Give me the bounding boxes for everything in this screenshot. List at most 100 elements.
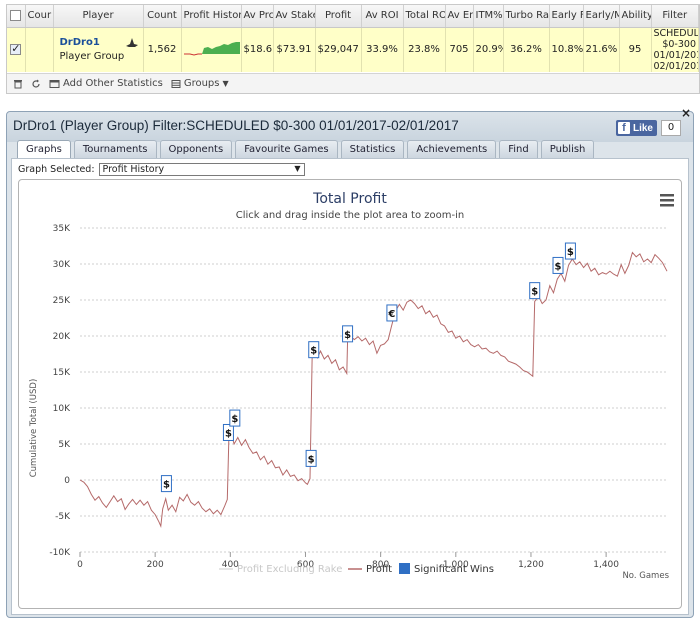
- player-name-link[interactable]: DrDro1: [59, 37, 100, 48]
- menu-icon[interactable]: [660, 194, 674, 207]
- window-icon: [49, 79, 60, 88]
- y-tick-label: 20K: [53, 332, 71, 342]
- x-tick-label: 0: [77, 560, 83, 570]
- header-select[interactable]: [7, 5, 26, 28]
- y-tick-label: 10K: [53, 404, 71, 414]
- x-tick-label: 600: [297, 560, 314, 570]
- significant-win-marker[interactable]: $: [229, 409, 241, 427]
- profit-history-sparkline: [183, 42, 240, 56]
- tab-statistics[interactable]: Statistics: [340, 140, 405, 158]
- groups-menu[interactable]: Groups ▼: [171, 78, 229, 89]
- significant-win-marker[interactable]: $: [308, 341, 320, 359]
- player-group-label: Player Group: [59, 51, 125, 62]
- refresh-button[interactable]: [31, 79, 41, 89]
- header-av-roi[interactable]: Av ROI: [361, 5, 404, 28]
- cell-itm: 20.9%: [473, 27, 504, 72]
- y-axis-label: Cumulative Total (USD): [29, 379, 39, 478]
- profit-chart[interactable]: -10K -5K 0 5K 10K 15K 20K 25K 30K 35K 0 200 400 600 8…: [19, 180, 681, 608]
- delete-button[interactable]: [13, 79, 23, 89]
- tab-graphs[interactable]: Graphs: [17, 140, 71, 158]
- header-itm[interactable]: ITM%: [473, 5, 504, 28]
- graph-select-value: Profit History: [102, 164, 165, 175]
- y-tick-label: 35K: [53, 224, 71, 234]
- legend-item-profit[interactable]: Profit: [366, 564, 392, 575]
- significant-win-marker[interactable]: $: [222, 423, 234, 441]
- facebook-icon: f: [617, 122, 630, 134]
- header-profit-history[interactable]: Profit History: [181, 5, 242, 28]
- cell-count: 1,562: [143, 27, 182, 72]
- y-tick-label: 5K: [58, 440, 71, 450]
- stats-header-row: Cour Player Count Profit History Av Prc …: [7, 5, 699, 28]
- header-total-roi[interactable]: Total ROI: [403, 5, 446, 28]
- significant-win-symbol: €: [387, 309, 395, 320]
- header-count[interactable]: Count: [143, 5, 182, 28]
- header-cour[interactable]: Cour: [25, 5, 54, 28]
- x-tick-label: 400: [222, 560, 239, 570]
- y-tick-label: 25K: [53, 296, 71, 306]
- trash-icon: [14, 79, 22, 88]
- header-profit[interactable]: Profit: [315, 5, 362, 28]
- chart-title: Total Profit: [312, 191, 387, 207]
- row-select-cell[interactable]: [7, 27, 26, 72]
- header-av-en[interactable]: Av En: [445, 5, 474, 28]
- cell-av-prc: $18.6: [241, 27, 274, 72]
- add-other-statistics-label: Add Other Statistics: [63, 78, 163, 89]
- header-filter[interactable]: Filter: [651, 5, 699, 28]
- chart-container[interactable]: -10K -5K 0 5K 10K 15K 20K 25K 30K 35K 0 200 400 600 8…: [18, 179, 682, 609]
- header-av-stake[interactable]: Av Stake: [273, 5, 316, 28]
- filter-line: 02/01/201: [653, 60, 699, 72]
- refresh-icon: [32, 79, 40, 88]
- tab-publish[interactable]: Publish: [540, 140, 595, 158]
- significant-win-marker[interactable]: $: [529, 282, 541, 300]
- header-turbo-rat[interactable]: Turbo Rat: [503, 5, 550, 28]
- tab-achievements[interactable]: Achievements: [407, 140, 497, 158]
- like-count: 0: [661, 120, 681, 136]
- significant-win-marker[interactable]: $: [160, 475, 172, 493]
- dropdown-arrow-icon: ▼: [222, 79, 229, 88]
- cell-player[interactable]: DrDro1 Player Group: [53, 27, 144, 72]
- significant-win-flag: [229, 409, 241, 427]
- filter-line: $0-300: [662, 38, 696, 50]
- significant-win-marker[interactable]: $: [305, 449, 317, 467]
- filter-line: SCHEDULE: [653, 27, 699, 39]
- shark-icon: [125, 37, 138, 47]
- significant-win-flag: [305, 449, 317, 467]
- select-all-checkbox[interactable]: [10, 10, 22, 21]
- tab-tournaments[interactable]: Tournaments: [73, 140, 157, 158]
- header-av-prc[interactable]: Av Prc: [241, 5, 274, 28]
- facebook-like-button[interactable]: f Like: [615, 120, 657, 136]
- significant-win-symbol: $: [555, 261, 562, 272]
- cell-turbo-rat: 36.2%: [503, 27, 550, 72]
- row-checkbox[interactable]: [10, 42, 22, 55]
- cell-filter: SCHEDULE $0-300 01/01/201 02/01/201: [651, 27, 699, 72]
- tab-find[interactable]: Find: [499, 140, 538, 158]
- legend-item-significant-wins[interactable]: Significant Wins: [414, 564, 494, 575]
- header-early-mi[interactable]: Early/Mi: [583, 5, 620, 28]
- graph-select-dropdown[interactable]: Profit History ▼: [98, 163, 305, 176]
- chart-legend: Profit Excluding Rake Profit Significant…: [219, 563, 494, 575]
- cell-early-f: 10.8%: [549, 27, 584, 72]
- header-ability[interactable]: Ability: [619, 5, 652, 28]
- series-line-profit[interactable]: [79, 251, 668, 529]
- significant-win-marker[interactable]: $: [342, 325, 354, 343]
- significant-win-flag: [529, 282, 541, 300]
- legend-item-excl-rake[interactable]: Profit Excluding Rake: [237, 564, 342, 575]
- significant-win-marker[interactable]: $: [564, 242, 576, 260]
- significant-win-flag: [308, 341, 320, 359]
- header-player[interactable]: Player: [53, 5, 144, 28]
- header-early-f[interactable]: Early F: [549, 5, 584, 28]
- chart-subtitle: Click and drag inside the plot area to z…: [236, 210, 464, 221]
- add-other-statistics-button[interactable]: Add Other Statistics: [49, 78, 163, 89]
- close-icon[interactable]: ×: [680, 106, 691, 120]
- tab-opponents[interactable]: Opponents: [159, 140, 233, 158]
- x-tick-label: 1,000: [443, 560, 469, 570]
- significant-win-marker[interactable]: €: [386, 304, 398, 322]
- table-row[interactable]: DrDro1 Player Group 1,562 $18.6 $73.91 $…: [7, 27, 699, 72]
- y-tick-label: -5K: [55, 512, 71, 522]
- tab-favourite-games[interactable]: Favourite Games: [235, 140, 338, 158]
- x-axis-label: No. Games: [622, 571, 669, 581]
- y-tick-label: -10K: [49, 548, 71, 558]
- cell-ability: 95: [619, 27, 652, 72]
- significant-win-marker[interactable]: $: [552, 256, 564, 274]
- groups-label: Groups: [183, 78, 220, 89]
